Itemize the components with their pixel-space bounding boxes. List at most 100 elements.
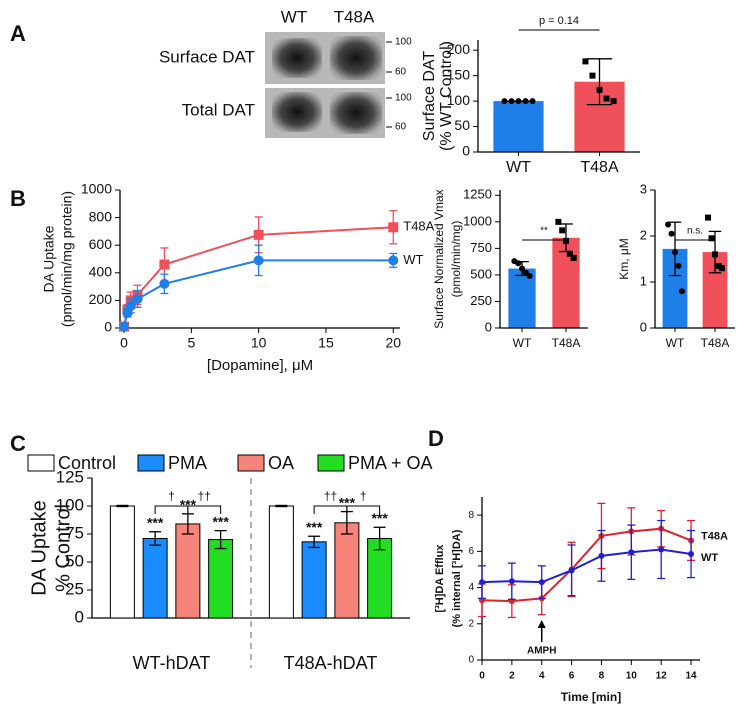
- annotation: AMPH: [527, 646, 556, 657]
- bar: [208, 539, 234, 619]
- data-point: [610, 98, 617, 105]
- blot-band: [330, 36, 382, 80]
- data-point: [526, 272, 533, 279]
- y-axis-label: DA Uptake: [28, 500, 50, 596]
- data-point: [589, 72, 596, 79]
- data-point: [628, 549, 635, 556]
- bar: [552, 237, 580, 328]
- panel-label: A: [10, 21, 26, 46]
- bar: [109, 505, 135, 619]
- panel-label: C: [10, 431, 26, 456]
- data-point: [253, 229, 264, 240]
- bracket-label: †: [360, 489, 367, 503]
- y-tick-label: 400: [89, 264, 113, 280]
- bar: [367, 537, 393, 619]
- data-point: [515, 98, 522, 105]
- data-point: [582, 58, 589, 65]
- y-axis-label: (% WT Control): [438, 41, 455, 151]
- data-point: [388, 222, 399, 233]
- x-tick-label: 12: [656, 671, 668, 682]
- blot-band: [330, 92, 382, 134]
- bracket-label: †: [168, 489, 175, 503]
- panel-label: D: [428, 426, 444, 451]
- data-point: [522, 98, 529, 105]
- series-label: T48A: [403, 219, 434, 234]
- panel-label: B: [10, 186, 26, 211]
- group-label: T48A-hDAT: [284, 653, 378, 673]
- x-tick-label: WT: [513, 336, 532, 350]
- annotation: n.s.: [687, 226, 703, 237]
- marker-label: 100: [395, 37, 412, 48]
- y-tick-label: 25: [65, 579, 84, 598]
- x-tick-label: WT: [506, 159, 531, 176]
- x-tick-label: 20: [385, 335, 401, 351]
- arrow-head: [537, 620, 546, 628]
- data-point: [253, 255, 264, 266]
- bar: [175, 523, 201, 619]
- lane-label: WT: [281, 7, 307, 26]
- group-label: WT-hDAT: [133, 653, 211, 673]
- data-point: [538, 579, 545, 586]
- data-point: [598, 552, 605, 559]
- data-point: [712, 251, 718, 258]
- data-point: [678, 288, 685, 295]
- legend-swatch: [137, 454, 165, 472]
- y-tick-label: 100: [56, 495, 84, 514]
- y-tick-label: 0: [462, 143, 470, 159]
- y-tick-label: 75: [65, 523, 84, 542]
- data-point: [668, 230, 675, 237]
- y-axis-label: Surface Normalized Vmax: [432, 189, 446, 328]
- marker-label: 60: [395, 67, 407, 78]
- y-tick-label: 4: [468, 582, 474, 593]
- y-axis-label: [³H]DA Efflux: [434, 544, 446, 613]
- x-tick-label: 6: [569, 671, 575, 682]
- legend-label: PMA + OA: [348, 453, 433, 473]
- y-axis-label: Km, μM: [617, 238, 631, 280]
- y-tick-label: 1250: [463, 187, 492, 202]
- legend-swatch: [237, 454, 265, 472]
- significance: ***: [371, 510, 388, 526]
- annotation: p = 0.14: [539, 15, 579, 27]
- x-tick-label: 8: [599, 671, 605, 682]
- blot-band: [272, 38, 322, 78]
- row-label: Total DAT: [182, 100, 255, 119]
- data-point: [529, 98, 536, 105]
- data-point: [708, 235, 715, 242]
- bar: [142, 537, 168, 619]
- data-point: [501, 98, 508, 105]
- significance: ***: [147, 514, 164, 530]
- y-tick-label: 6: [468, 546, 474, 557]
- bar: [268, 505, 294, 619]
- y-tick-label: 750: [470, 240, 492, 255]
- legend-label: Control: [58, 453, 116, 473]
- series-label: WT: [701, 552, 718, 564]
- x-tick-label: 4: [539, 671, 545, 682]
- y-tick-label: 600: [89, 236, 113, 252]
- x-tick-label: T48A: [552, 336, 581, 350]
- lane-label: T48A: [334, 7, 375, 26]
- y-axis-label: % Control: [52, 504, 74, 592]
- blot: WT T48A Surface DAT Total DAT 100 60 100…: [159, 7, 412, 138]
- bar: [334, 522, 360, 619]
- x-axis-label: [Dopamine], μM: [207, 357, 313, 374]
- y-axis-label: (% internal [³H]DA): [451, 529, 463, 627]
- annotation: **: [540, 226, 548, 237]
- data-point: [570, 254, 577, 261]
- data-point: [125, 300, 136, 311]
- y-tick-label: 50: [454, 117, 470, 133]
- y-axis-label: DA Uptake: [41, 225, 57, 292]
- x-tick-label: 5: [187, 335, 195, 351]
- y-tick-label: 1000: [81, 181, 112, 197]
- data-point: [688, 551, 695, 558]
- legend-swatch: [317, 454, 345, 472]
- y-tick-label: 0: [640, 319, 647, 334]
- data-point: [508, 98, 515, 105]
- legend-swatch: [27, 454, 55, 472]
- series-line: [481, 548, 692, 584]
- x-tick-label: 10: [626, 671, 638, 682]
- data-point: [672, 249, 678, 256]
- data-point: [658, 546, 665, 553]
- x-tick-label: T48A: [701, 336, 730, 350]
- data-point: [563, 237, 569, 244]
- series-label: T48A: [701, 530, 728, 542]
